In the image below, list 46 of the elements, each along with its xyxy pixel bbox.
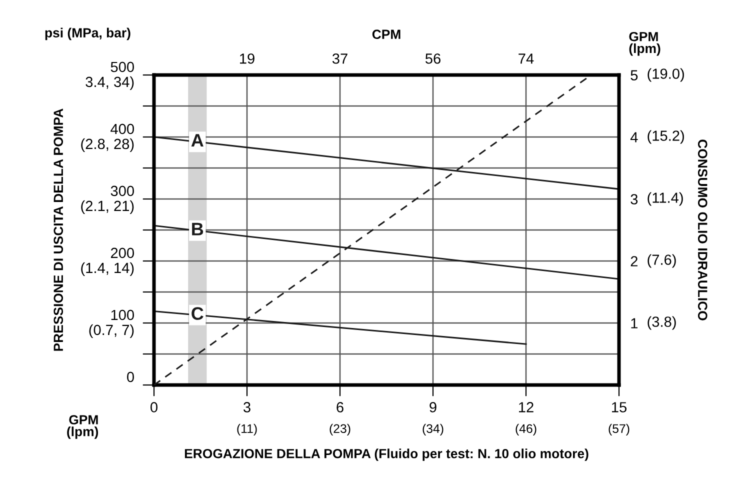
text: (1.4, 14)	[81, 262, 134, 276]
text: (46)	[516, 424, 536, 436]
text: (11)	[237, 424, 257, 436]
x-tick-label: 9	[430, 402, 436, 412]
y-tick-label: 0	[127, 372, 134, 382]
y2-tick-label: 5	[630, 70, 638, 80]
y2-tick-label: 2	[630, 256, 638, 266]
series-label: B	[192, 222, 204, 236]
text: (11.4)	[648, 192, 683, 206]
text: 19	[240, 53, 254, 64]
text: 74	[518, 54, 534, 64]
y-tick-label: 100	[111, 310, 134, 320]
y-tick-label: 400	[110, 124, 134, 134]
text: 56	[425, 53, 440, 64]
x-tick-label: 0	[150, 402, 158, 412]
text: (2.1, 21)	[81, 200, 134, 214]
text: (34)	[422, 424, 444, 436]
text: (15.2)	[648, 130, 684, 144]
y-tick-label: 500	[110, 62, 134, 72]
text: (7.6)	[648, 254, 676, 268]
y-tick-label: 300	[110, 186, 134, 196]
text: GPM (lpm)	[67, 415, 98, 439]
text: (2.8, 28)	[81, 138, 134, 152]
text: 3.4, 34)	[86, 76, 134, 90]
y2-tick-label: 3	[630, 194, 638, 204]
x-axis-title: EROGAZIONE DELLA POMPA (Fluido per test: N. 10 olio motore)	[184, 448, 588, 461]
y2-axis-title: CONSUMO OLIO IDRAULICO	[698, 140, 708, 320]
y-axis-title: PRESSIONE DI USCITA DELLA POMPA	[54, 108, 64, 351]
x-tick-label: 15	[612, 402, 626, 412]
y2-tick-label: 1	[631, 318, 638, 328]
y2-tick-label: 4	[630, 132, 638, 142]
text: GPM (lpm)	[629, 32, 660, 56]
text: (19.0)	[648, 68, 684, 82]
text: (23)	[330, 424, 350, 436]
text: (57)	[608, 424, 630, 436]
text: psi (MPa, bar)	[45, 28, 130, 40]
x2-axis-title: CPM	[372, 30, 400, 40]
y-tick-label: 200	[110, 248, 134, 258]
series-label: A	[191, 134, 204, 147]
x-tick-label: 3	[244, 402, 250, 412]
x-tick-label: 12	[519, 402, 534, 412]
text: (3.8)	[648, 316, 676, 330]
text: (0.7, 7)	[89, 324, 134, 338]
text: 37	[332, 53, 348, 64]
x-tick-label: 6	[336, 402, 344, 412]
series-label: C	[192, 307, 204, 320]
